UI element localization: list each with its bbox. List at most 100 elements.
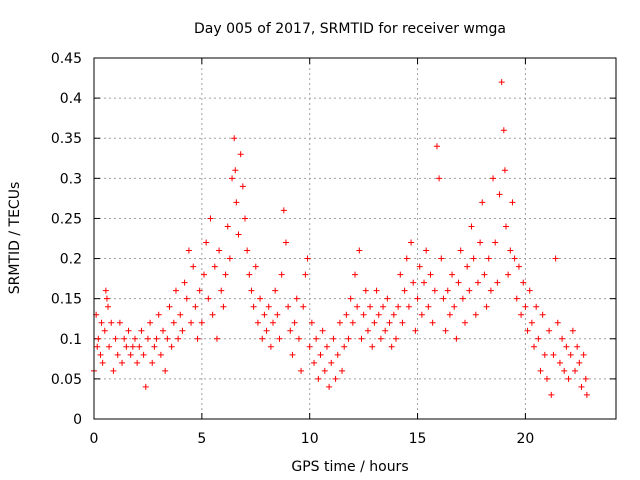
data-point — [237, 151, 244, 158]
data-point — [449, 271, 456, 278]
data-point — [444, 287, 451, 294]
x-tick-label: 10 — [301, 431, 319, 447]
data-point — [220, 303, 227, 310]
data-point — [188, 319, 195, 326]
data-point — [515, 263, 522, 270]
data-point — [160, 327, 167, 334]
data-point — [203, 239, 210, 246]
data-point — [526, 287, 533, 294]
data-point — [418, 311, 425, 318]
data-point — [583, 391, 590, 398]
data-point — [559, 335, 566, 342]
data-point — [267, 343, 274, 350]
data-point — [347, 295, 354, 302]
data-point — [222, 271, 229, 278]
data-point — [364, 327, 371, 334]
data-point — [578, 383, 585, 390]
data-point — [552, 255, 559, 262]
data-point — [112, 335, 119, 342]
data-point — [425, 303, 432, 310]
data-point — [280, 207, 287, 214]
data-point — [421, 279, 428, 286]
data-point — [108, 319, 115, 326]
data-point — [580, 351, 587, 358]
data-point — [569, 327, 576, 334]
data-point — [531, 343, 538, 350]
data-point — [556, 359, 563, 366]
data-point — [127, 351, 134, 358]
data-point — [367, 303, 374, 310]
data-point — [563, 343, 570, 350]
data-point — [274, 311, 281, 318]
data-point — [138, 327, 145, 334]
data-point — [239, 183, 246, 190]
data-point — [371, 319, 378, 326]
data-point — [103, 295, 110, 302]
y-tick-label: 0.4 — [60, 91, 82, 107]
data-point — [244, 247, 251, 254]
data-point — [509, 199, 516, 206]
data-point — [386, 319, 393, 326]
data-point — [317, 351, 324, 358]
data-point — [229, 175, 236, 182]
data-points — [91, 79, 590, 398]
data-point — [196, 287, 203, 294]
data-point — [397, 271, 404, 278]
y-tick-label: 0.35 — [51, 131, 82, 147]
data-point — [285, 303, 292, 310]
data-point — [429, 319, 436, 326]
data-point — [261, 311, 268, 318]
data-point — [175, 335, 182, 342]
data-point — [412, 327, 419, 334]
data-point — [373, 287, 380, 294]
data-point — [170, 319, 177, 326]
data-point — [98, 319, 105, 326]
data-point — [119, 359, 126, 366]
data-point — [164, 335, 171, 342]
data-point — [395, 303, 402, 310]
data-point — [97, 351, 104, 358]
data-point — [442, 327, 449, 334]
data-point — [129, 343, 136, 350]
data-point — [362, 287, 369, 294]
data-point — [498, 79, 505, 86]
data-point — [533, 303, 540, 310]
data-point — [436, 175, 443, 182]
data-point — [462, 319, 469, 326]
data-point — [561, 367, 568, 374]
data-point — [142, 383, 149, 390]
data-point — [211, 263, 218, 270]
data-point — [330, 335, 337, 342]
data-point — [483, 303, 490, 310]
data-point — [502, 223, 509, 230]
data-point — [289, 351, 296, 358]
data-point — [459, 295, 466, 302]
data-point — [166, 303, 173, 310]
data-point — [116, 319, 123, 326]
data-point — [479, 199, 486, 206]
x-tick-label: 15 — [409, 431, 427, 447]
data-point — [259, 335, 266, 342]
data-point — [95, 335, 102, 342]
data-point — [185, 247, 192, 254]
data-point — [155, 311, 162, 318]
data-point — [254, 319, 261, 326]
data-point — [319, 327, 326, 334]
data-point — [500, 127, 507, 134]
data-point — [136, 343, 143, 350]
data-point — [520, 279, 527, 286]
data-point — [582, 375, 589, 382]
data-point — [272, 287, 279, 294]
data-point — [265, 303, 272, 310]
data-point — [332, 375, 339, 382]
data-point — [518, 311, 525, 318]
data-point — [453, 335, 460, 342]
data-point — [554, 319, 561, 326]
data-point — [548, 391, 555, 398]
data-point — [125, 327, 132, 334]
data-point — [341, 343, 348, 350]
data-point — [457, 247, 464, 254]
data-point — [358, 335, 365, 342]
data-point — [431, 287, 438, 294]
data-point — [464, 263, 471, 270]
